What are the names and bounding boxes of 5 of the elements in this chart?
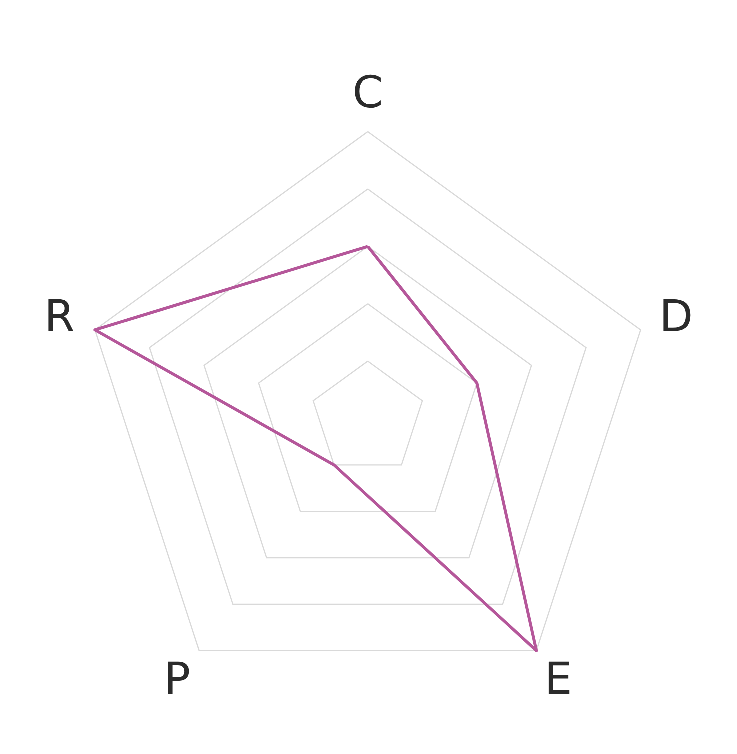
spoke-label: C [352, 68, 384, 119]
spoke-label: P [164, 654, 191, 706]
spoke-label: D [659, 292, 694, 343]
spoke-label: E [544, 654, 572, 706]
spoke-label: R [44, 292, 75, 343]
